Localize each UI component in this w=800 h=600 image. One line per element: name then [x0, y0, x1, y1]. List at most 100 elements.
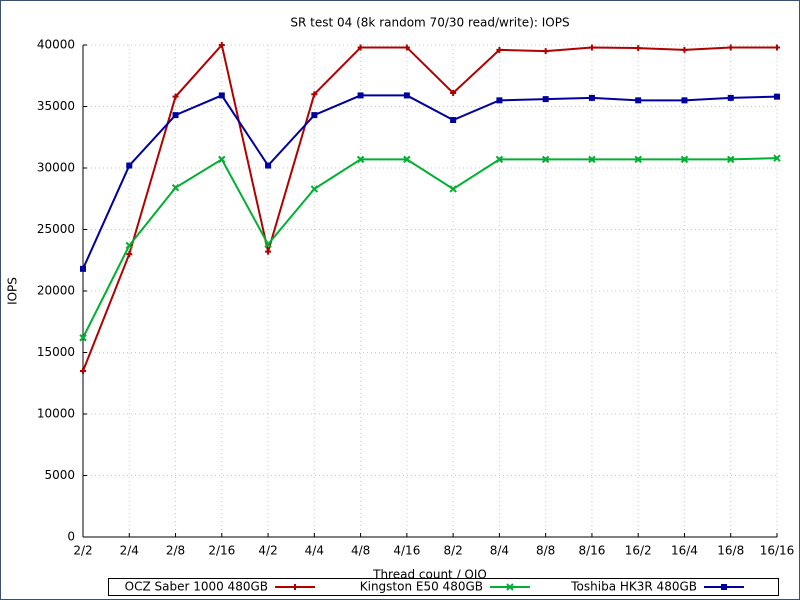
marker-shape	[80, 265, 86, 272]
marker-shape	[496, 46, 503, 53]
legend-box	[108, 578, 779, 596]
y-axis-label: IOPS	[6, 277, 20, 305]
x-tick-label: 2/2	[73, 544, 92, 558]
marker	[310, 185, 319, 193]
marker	[450, 89, 457, 96]
marker-shape	[774, 44, 780, 51]
x-tick-label: 8/8	[536, 544, 555, 558]
marker-shape	[265, 162, 272, 169]
marker-shape	[450, 117, 457, 124]
marker	[126, 162, 133, 169]
marker	[80, 367, 86, 374]
marker-shape	[681, 97, 688, 104]
y-tick-label: 15000	[37, 345, 75, 359]
marker-shape	[635, 45, 642, 52]
chart-title: SR test 04 (8k random 70/30 read/write):…	[290, 16, 569, 30]
marker	[80, 265, 86, 272]
marker-shape	[727, 155, 735, 164]
marker-shape	[218, 92, 225, 99]
x-tick-label: 4/8	[351, 544, 370, 558]
y-tick-label: 20000	[37, 284, 75, 298]
x-tick-label: 16/2	[625, 544, 652, 558]
marker-shape	[727, 94, 734, 101]
marker	[681, 97, 688, 104]
marker	[634, 155, 642, 164]
marker	[311, 112, 318, 119]
marker	[450, 117, 457, 124]
marker	[542, 48, 549, 55]
x-tick-label: 8/16	[578, 544, 605, 558]
y-tick-label: 30000	[37, 161, 75, 175]
marker-shape	[541, 155, 550, 164]
marker-shape	[449, 185, 457, 193]
marker-shape	[774, 93, 780, 100]
marker	[311, 91, 318, 98]
marker-shape	[542, 48, 549, 55]
marker-shape	[588, 155, 596, 164]
x-tick-label: 16/8	[717, 544, 744, 558]
marker-shape	[126, 251, 133, 258]
marker-shape	[588, 44, 595, 51]
y-tick-label: 10000	[37, 407, 75, 421]
marker	[588, 94, 595, 101]
marker-shape	[403, 92, 410, 99]
marker-shape	[218, 155, 226, 164]
x-tick-label: 8/2	[443, 544, 462, 558]
marker	[403, 92, 410, 99]
marker-shape	[310, 185, 319, 193]
marker	[218, 155, 226, 164]
marker	[449, 185, 457, 193]
marker	[496, 97, 503, 104]
marker-shape	[681, 46, 688, 53]
marker-shape	[218, 42, 225, 48]
marker-shape	[680, 155, 689, 164]
marker	[721, 584, 727, 590]
series-line	[82, 42, 777, 372]
marker	[218, 92, 225, 99]
marker-shape	[125, 241, 133, 250]
marker	[496, 46, 503, 53]
y-tick-label: 40000	[37, 38, 75, 52]
marker	[79, 334, 87, 342]
marker	[635, 97, 642, 104]
marker	[541, 155, 550, 164]
marker	[635, 45, 642, 52]
series-line	[82, 157, 778, 339]
marker	[773, 154, 781, 162]
y-tick-label: 35000	[37, 99, 75, 113]
marker-shape	[450, 89, 457, 96]
x-tick-label: 4/16	[393, 544, 420, 558]
legend-label: Toshiba HK3R 480GB	[570, 580, 697, 594]
x-tick-label: 8/4	[490, 544, 509, 558]
marker	[680, 155, 689, 164]
marker	[727, 94, 734, 101]
marker-shape	[311, 91, 318, 98]
marker-shape	[79, 334, 87, 342]
x-tick-label: 2/4	[120, 544, 139, 558]
x-tick-label: 4/2	[258, 544, 277, 558]
marker	[542, 96, 549, 103]
marker	[357, 92, 364, 99]
marker-shape	[634, 155, 642, 164]
marker-shape	[495, 155, 504, 164]
marker	[265, 162, 272, 169]
marker-shape	[542, 96, 549, 103]
marker	[125, 241, 133, 250]
marker-shape	[403, 155, 411, 164]
marker-shape	[403, 44, 410, 51]
marker	[727, 155, 735, 164]
marker-shape	[126, 162, 133, 169]
marker	[588, 44, 595, 51]
marker	[681, 46, 688, 53]
marker-shape	[80, 367, 86, 374]
marker	[265, 248, 272, 255]
marker	[495, 155, 504, 164]
marker	[774, 93, 780, 100]
x-tick-label: 2/8	[166, 544, 185, 558]
marker-shape	[506, 583, 514, 591]
marker-shape	[311, 112, 318, 119]
marker-shape	[356, 155, 365, 164]
marker-shape	[292, 584, 298, 590]
marker	[264, 240, 272, 248]
marker	[171, 183, 180, 192]
